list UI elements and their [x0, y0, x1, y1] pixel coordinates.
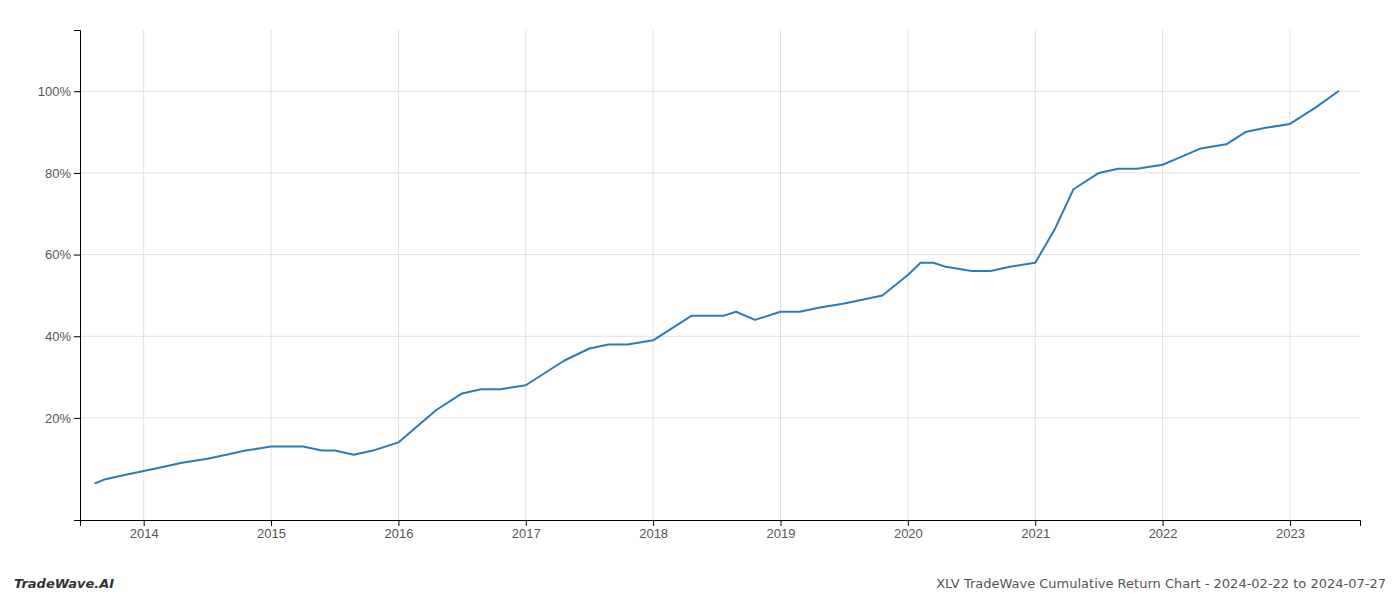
y-tick-mark	[74, 173, 80, 174]
x-tick-mark	[780, 520, 781, 526]
y-tick: 80%	[45, 166, 80, 181]
y-tick-label: 40%	[45, 329, 71, 344]
y-tick-label: 60%	[45, 247, 71, 262]
y-tick: 40%	[45, 329, 80, 344]
x-tick: 2016	[384, 520, 413, 541]
grid-line-y	[80, 336, 1360, 337]
x-tick-mark	[1035, 520, 1036, 526]
x-tick-mark	[271, 520, 272, 526]
x-tick: 2020	[894, 520, 923, 541]
y-tick-mark	[74, 91, 80, 92]
grid-line-y	[80, 172, 1360, 173]
grid-line-y	[80, 254, 1360, 255]
grid-line-x	[398, 30, 399, 520]
grid	[80, 30, 1360, 520]
x-tick-mark	[908, 520, 909, 526]
y-tick-label: 20%	[45, 411, 71, 426]
x-tick: 2022	[1149, 520, 1178, 541]
x-tick-label: 2022	[1149, 526, 1178, 541]
x-tick: 2023	[1276, 520, 1305, 541]
x-tick: 2015	[257, 520, 286, 541]
x-tick: 2018	[639, 520, 668, 541]
grid-line-x	[780, 30, 781, 520]
x-tick-label: 2021	[1021, 526, 1050, 541]
chart: 2014 2015 2016 2017 2018 2019 2020 2021 2022 2023…	[0, 0, 1400, 600]
x-tick: 2021	[1021, 520, 1050, 541]
y-tick-mark	[74, 418, 80, 419]
x-axis-line	[81, 521, 1361, 527]
plot-area: 2014 2015 2016 2017 2018 2019 2020 2021 2022 2023…	[38, 30, 1361, 541]
y-tick-mark	[74, 336, 80, 337]
footer-left: TradeWave.AI	[14, 576, 114, 591]
x-tick-mark	[653, 520, 654, 526]
y-tick: 100%	[38, 84, 80, 99]
grid-line-x	[1035, 30, 1036, 520]
x-tick: 2017	[512, 520, 541, 541]
x-tick-label: 2015	[257, 526, 286, 541]
grid-line-x	[1162, 30, 1163, 520]
footer-right: XLV TradeWave Cumulative Return Chart - …	[936, 576, 1386, 591]
y-tick-label: 80%	[45, 166, 71, 181]
y-tick: 20%	[45, 411, 80, 426]
x-tick: 2014	[130, 520, 159, 541]
y-tick-label: 100%	[38, 84, 72, 99]
x-tick-label: 2020	[894, 526, 923, 541]
y-axis-line	[74, 31, 81, 521]
line	[95, 91, 1338, 483]
grid-line-x	[1289, 30, 1290, 520]
x-tick-mark	[144, 520, 145, 526]
x-tick-mark	[1163, 520, 1164, 526]
grid-line-y	[80, 91, 1360, 92]
x-tick-mark	[526, 520, 527, 526]
grid-line-x	[143, 30, 144, 520]
x-axis: 2014 2015 2016 2017 2018 2019 2020 2021 2022 2023	[81, 520, 1361, 541]
x-tick-label: 2014	[130, 526, 159, 541]
y-tick: 60%	[45, 247, 80, 262]
x-tick-label: 2018	[639, 526, 668, 541]
x-tick-label: 2017	[512, 526, 541, 541]
x-tick-mark	[1290, 520, 1291, 526]
y-tick-mark	[74, 255, 80, 256]
x-tick: 2019	[767, 520, 796, 541]
x-tick-label: 2019	[767, 526, 796, 541]
series-group	[95, 91, 1338, 483]
x-tick-label: 2016	[384, 526, 413, 541]
x-tick-mark	[398, 520, 399, 526]
grid-line-x	[653, 30, 654, 520]
x-tick-label: 2023	[1276, 526, 1305, 541]
grid-line-y	[80, 417, 1360, 418]
grid-line-x	[525, 30, 526, 520]
y-axis: 20% 40% 60% 80% 100%	[38, 31, 81, 521]
